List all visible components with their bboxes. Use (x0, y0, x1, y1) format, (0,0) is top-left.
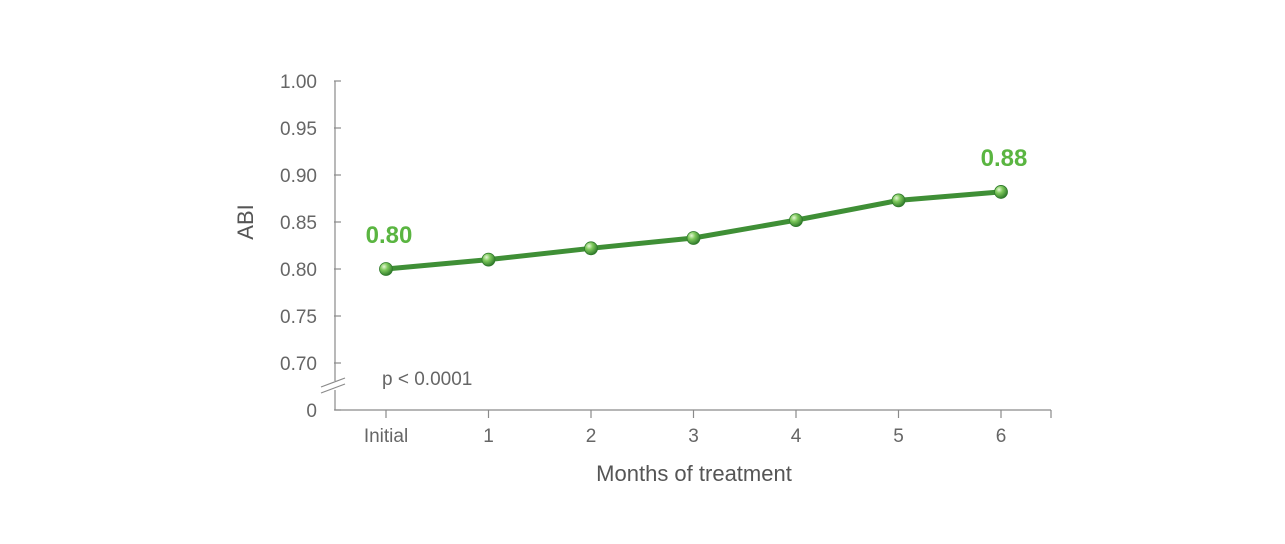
y-tick-label: 1.00 (280, 72, 317, 93)
axis-break-mark (320, 377, 346, 388)
x-tick-label: 2 (586, 426, 597, 447)
y-tick-label: 0.95 (280, 119, 317, 140)
series-line (383, 189, 1004, 272)
data-point (584, 241, 598, 256)
axis-break-mark (320, 383, 346, 394)
p-value-note: p < 0.0001 (382, 369, 472, 390)
data-point (481, 252, 496, 267)
series-abi (379, 185, 1008, 276)
x-tick-label: 3 (688, 426, 699, 447)
y-tick-label: 0.75 (280, 307, 317, 328)
data-point (891, 193, 906, 208)
data-labels: 0.80 0.88 (366, 145, 1028, 249)
y-tick-label: 0.70 (280, 354, 317, 375)
data-point (686, 231, 701, 245)
data-point (789, 213, 803, 228)
y-tick-label: 0.90 (280, 166, 317, 187)
y-axis: 0 0.70 0.75 0.80 0.85 0.90 0.95 1.00 (280, 72, 346, 422)
data-label: 0.88 (981, 145, 1028, 172)
y-axis-title: ABI (233, 204, 258, 239)
x-axis-title: Months of treatment (596, 461, 792, 486)
x-tick-label: 4 (791, 426, 802, 447)
x-tick-label: 6 (996, 426, 1007, 447)
x-axis: Initial 1 2 3 4 5 6 (335, 409, 1052, 447)
data-point (379, 262, 393, 276)
y-tick-label: 0.85 (280, 213, 317, 234)
x-tick-label: Initial (364, 426, 408, 447)
x-tick-label: 1 (483, 426, 494, 447)
x-tick-label: 5 (893, 426, 904, 447)
data-label: 0.80 (366, 222, 413, 249)
y-tick-label: 0.80 (280, 260, 317, 281)
data-point (994, 185, 1008, 199)
y-tick-label: 0 (306, 401, 317, 422)
